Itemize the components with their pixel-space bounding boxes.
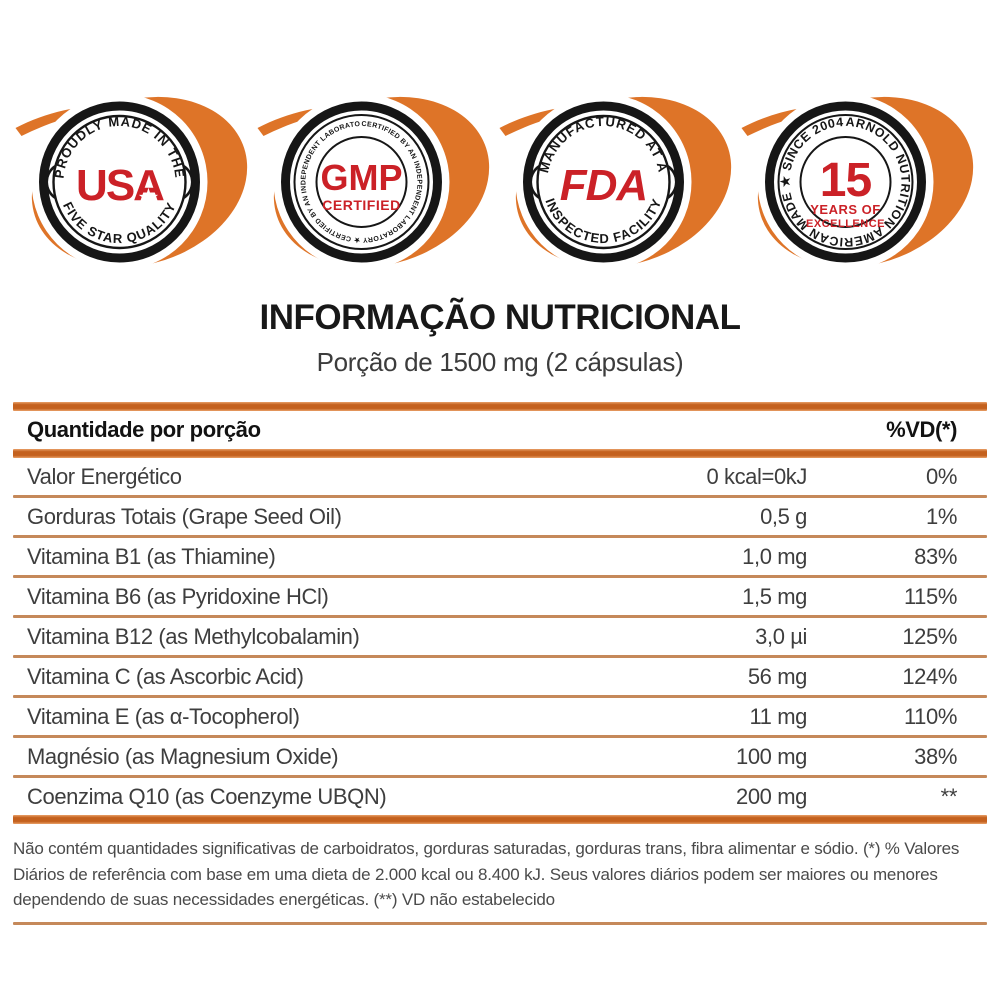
nutrient-amount: 1,0 mg xyxy=(742,543,807,569)
header-quantity-label: Quantidade por porção xyxy=(27,417,261,442)
badge-gmp: CERTIFIED BY AN INDEPENDENT LABORATORY ★… xyxy=(256,82,490,270)
nutrition-table: Quantidade por porção %VD(*) Valor Energ… xyxy=(13,402,987,824)
nutrient-amount: 56 mg xyxy=(747,663,808,689)
badge-center-text: 15 xyxy=(820,154,872,207)
row-divider xyxy=(13,775,987,778)
header-dv-label: %VD(*) xyxy=(886,417,957,442)
row-divider xyxy=(13,535,987,538)
badge-outer-ring xyxy=(765,101,926,263)
nutrient-name: Vitamina B1 (as Thiamine) xyxy=(27,543,276,569)
table-row: Vitamina E (as α-Tocopherol) 11 mg 110% xyxy=(13,698,987,735)
badge-center-text: YEARS OF xyxy=(810,202,880,217)
nutrient-amount: 100 mg xyxy=(736,743,807,769)
badge-outer-ring xyxy=(523,101,684,263)
nutrient-dv: 115% xyxy=(903,583,957,609)
left-tick-icon xyxy=(529,164,541,200)
star-icon: ★ xyxy=(137,184,159,212)
nutrient-name: Valor Energético xyxy=(27,463,182,489)
table-row: Vitamina B6 (as Pyridoxine HCl) 1,5 mg 1… xyxy=(13,578,987,615)
row-divider xyxy=(13,615,987,618)
table-top-bar xyxy=(13,402,987,411)
footnote-text: Não contém quantidades significativas de… xyxy=(13,839,960,909)
row-divider xyxy=(13,495,987,498)
row-divider xyxy=(13,695,987,698)
certification-badge-fda: MANUFACTURED AT A INSPECTED FACILITY FDA xyxy=(498,82,740,278)
badge-center-text: USA xyxy=(76,161,164,210)
nutrient-dv: 125% xyxy=(902,623,957,649)
badge-center-text: FDA xyxy=(560,161,647,210)
nutrient-amount: 0,5 g xyxy=(760,503,807,529)
nutrient-amount: 200 mg xyxy=(736,783,807,809)
nutrient-dv: ** xyxy=(940,783,958,809)
table-body: Valor Energético 0 kcal=0kJ 0% Gorduras … xyxy=(13,458,987,815)
certification-badge-gmp: CERTIFIED BY AN INDEPENDENT LABORATORY ★… xyxy=(256,82,498,278)
nutrient-name: Vitamina B6 (as Pyridoxine HCl) xyxy=(27,583,329,609)
nutrient-dv: 83% xyxy=(914,543,957,569)
nutrient-name: Magnésio (as Magnesium Oxide) xyxy=(27,743,339,769)
badge-center-text: CERTIFIED xyxy=(322,197,400,213)
right-tick-icon xyxy=(182,164,194,200)
nutrient-name: Vitamina E (as α-Tocopherol) xyxy=(27,703,300,729)
nutrient-dv: 124% xyxy=(902,663,957,689)
header-bottom-bar xyxy=(13,449,987,458)
nutrient-amount: 3,0 µi xyxy=(755,623,807,649)
bottom-rule xyxy=(13,921,987,925)
certification-badge-usa: PROUDLY MADE IN THE FIVE STAR QUALITY USA… xyxy=(14,82,256,278)
row-divider xyxy=(13,575,987,578)
badge-usa: PROUDLY MADE IN THE FIVE STAR QUALITYUSA… xyxy=(15,94,248,270)
table-row: Vitamina B1 (as Thiamine) 1,0 mg 83% xyxy=(13,538,987,575)
nutrient-dv: 38% xyxy=(914,743,957,769)
certification-badge-y15: ARNOLD NUTRITION AMERICAN MADE ★ SINCE 2… xyxy=(740,82,982,278)
table-row: Vitamina C (as Ascorbic Acid) 56 mg 124% xyxy=(13,658,987,695)
table-row: Vitamina B12 (as Methylcobalamin) 3,0 µi… xyxy=(13,618,987,655)
badge-center-text: EXCELLENCE xyxy=(806,218,885,230)
nutrient-dv: 1% xyxy=(926,503,957,529)
nutrient-amount: 1,5 mg xyxy=(742,583,807,609)
serving-size: Porção de 1500 mg (2 cápsulas) xyxy=(316,347,684,377)
nutrient-name: Vitamina C (as Ascorbic Acid) xyxy=(27,663,304,689)
badge-outer-ring xyxy=(39,101,200,263)
row-divider xyxy=(13,655,987,658)
nutrient-name: Gorduras Totais (Grape Seed Oil) xyxy=(27,503,342,529)
left-tick-icon xyxy=(45,164,57,200)
title-block: INFORMAÇÃO NUTRICIONAL Porção de 1500 mg… xyxy=(0,298,1000,378)
table-bottom-bar xyxy=(13,815,987,824)
table-header: Quantidade por porção %VD(*) xyxy=(13,411,987,449)
right-tick-icon xyxy=(666,164,678,200)
table-row: Coenzima Q10 (as Coenzyme UBQN) 200 mg *… xyxy=(13,778,987,815)
table-row: Gorduras Totais (Grape Seed Oil) 0,5 g 1… xyxy=(13,498,987,535)
row-divider xyxy=(13,735,987,738)
badge-center-text: GMP xyxy=(320,157,402,198)
nutrient-dv: 110% xyxy=(903,703,957,729)
table-row: Valor Energético 0 kcal=0kJ 0% xyxy=(13,458,987,495)
badge-y15: ARNOLD NUTRITION AMERICAN MADE ★ SINCE 2… xyxy=(740,82,974,270)
badge-outer-ring xyxy=(281,101,442,263)
nutrient-dv: 0% xyxy=(926,463,957,489)
nutrient-name: Coenzima Q10 (as Coenzyme UBQN) xyxy=(27,783,387,809)
table-row: Magnésio (as Magnesium Oxide) 100 mg 38% xyxy=(13,738,987,775)
nutrient-amount: 11 mg xyxy=(749,703,807,729)
certification-badges: PROUDLY MADE IN THE FIVE STAR QUALITY USA… xyxy=(0,0,1000,278)
nutrient-name: Vitamina B12 (as Methylcobalamin) xyxy=(27,623,360,649)
page-title: INFORMAÇÃO NUTRICIONAL xyxy=(259,298,741,337)
nutrient-amount: 0 kcal=0kJ xyxy=(706,463,807,489)
